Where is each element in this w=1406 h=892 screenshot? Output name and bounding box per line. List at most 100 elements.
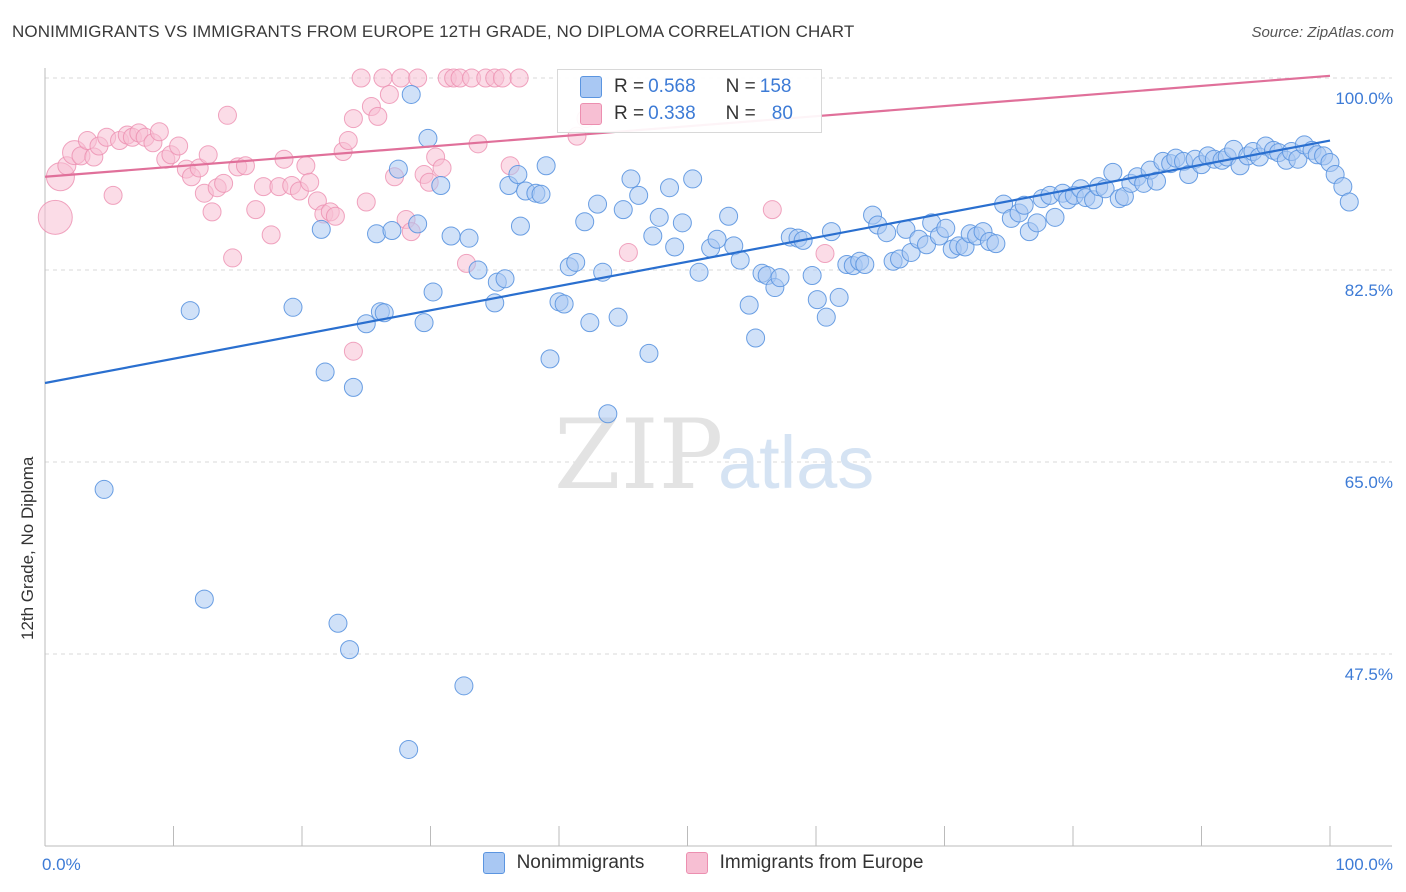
point-immigrants xyxy=(379,84,399,104)
stats-n-value-blue: 158 xyxy=(759,76,792,97)
point-immigrants xyxy=(509,68,529,88)
point-nonimmigrants xyxy=(423,282,443,302)
point-nonimmigrants xyxy=(719,206,739,226)
x-tick-label-left: 0.0% xyxy=(42,855,81,874)
point-nonimmigrants xyxy=(531,184,551,204)
point-immigrants xyxy=(368,106,388,126)
point-nonimmigrants xyxy=(629,185,649,205)
point-immigrants xyxy=(325,206,345,226)
point-nonimmigrants xyxy=(689,262,709,282)
legend-item-immigrants: Immigrants from Europe xyxy=(685,852,923,874)
point-nonimmigrants xyxy=(510,216,530,236)
point-nonimmigrants xyxy=(649,207,669,227)
point-nonimmigrants xyxy=(495,269,515,289)
y-tick-label: 65.0% xyxy=(1345,473,1393,492)
point-nonimmigrants xyxy=(315,362,335,382)
y-tick-label: 100.0% xyxy=(1335,89,1393,108)
point-nonimmigrants xyxy=(1103,162,1123,182)
point-nonimmigrants xyxy=(418,128,438,148)
point-nonimmigrants xyxy=(672,213,692,233)
stats-box: R = 0.568 N = 158 R = 0.338 N = 80 xyxy=(557,69,822,133)
point-nonimmigrants xyxy=(821,222,841,242)
y-axis-label: 12th Grade, No Diploma xyxy=(18,456,37,640)
point-nonimmigrants xyxy=(807,290,827,310)
point-nonimmigrants xyxy=(608,307,628,327)
point-nonimmigrants xyxy=(367,224,387,244)
point-nonimmigrants xyxy=(683,169,703,189)
point-nonimmigrants xyxy=(388,159,408,179)
point-immigrants xyxy=(300,172,320,192)
point-nonimmigrants xyxy=(665,237,685,257)
point-immigrants xyxy=(338,131,358,151)
trend-nonimmigrants xyxy=(44,139,1331,385)
point-nonimmigrants xyxy=(382,221,402,241)
point-nonimmigrants xyxy=(816,307,836,327)
legend: Nonimmigrants Immigrants from Europe xyxy=(0,852,1406,880)
watermark-zip: ZIP xyxy=(554,399,723,511)
point-nonimmigrants xyxy=(554,294,574,314)
stats-n-label-blue: N = xyxy=(725,76,756,97)
point-immigrants xyxy=(202,202,222,222)
point-nonimmigrants xyxy=(829,287,849,307)
point-nonimmigrants xyxy=(613,200,633,220)
point-immigrants xyxy=(618,242,638,262)
point-immigrants xyxy=(343,341,363,361)
point-immigrants xyxy=(149,122,169,142)
point-nonimmigrants xyxy=(459,228,479,248)
point-nonimmigrants xyxy=(639,343,659,363)
stats-r-value-blue: 0.568 xyxy=(648,76,696,97)
point-immigrants xyxy=(217,105,237,125)
stats-n-value-pink: 80 xyxy=(771,103,793,124)
point-nonimmigrants xyxy=(194,589,214,609)
point-nonimmigrants xyxy=(598,404,618,424)
point-nonimmigrants xyxy=(311,219,331,239)
point-nonimmigrants xyxy=(1045,207,1065,227)
point-immigrants xyxy=(198,145,218,165)
point-nonimmigrants xyxy=(399,739,419,759)
stats-r-label-blue: R = xyxy=(614,76,645,97)
watermark-atlas: atlas xyxy=(718,421,874,504)
point-immigrants xyxy=(815,244,835,264)
point-nonimmigrants xyxy=(660,178,680,198)
point-nonimmigrants xyxy=(707,229,727,249)
point-nonimmigrants xyxy=(621,169,641,189)
point-immigrants xyxy=(223,248,243,268)
point-nonimmigrants xyxy=(1027,213,1047,233)
point-immigrants xyxy=(492,68,512,88)
point-immigrants xyxy=(343,109,363,129)
point-nonimmigrants xyxy=(802,265,822,285)
point-nonimmigrants xyxy=(1339,192,1359,212)
point-nonimmigrants xyxy=(441,226,461,246)
point-nonimmigrants xyxy=(468,260,488,280)
stats-row-pink: R = 0.338 N = 80 xyxy=(580,101,793,127)
x-tick-label-right: 100.0% xyxy=(1335,855,1393,874)
point-nonimmigrants xyxy=(588,194,608,214)
point-nonimmigrants xyxy=(746,328,766,348)
legend-label-nonimmigrants: Nonimmigrants xyxy=(516,852,645,873)
point-immigrants xyxy=(391,68,411,88)
point-nonimmigrants xyxy=(431,176,451,196)
point-nonimmigrants xyxy=(94,479,114,499)
legend-swatch-pink xyxy=(685,852,708,874)
stats-r-label-pink: R = xyxy=(614,103,645,124)
point-immigrants xyxy=(296,156,316,176)
point-nonimmigrants xyxy=(770,268,790,288)
point-nonimmigrants xyxy=(408,214,428,234)
point-nonimmigrants xyxy=(936,218,956,238)
point-immigrants xyxy=(373,68,393,88)
y-tick-label: 47.5% xyxy=(1345,665,1393,684)
point-nonimmigrants xyxy=(180,301,200,321)
point-immigrants xyxy=(261,225,281,245)
point-immigrants xyxy=(762,200,782,220)
stats-n-label-pink: N = xyxy=(725,103,756,124)
point-nonimmigrants xyxy=(401,84,421,104)
y-tick-label: 82.5% xyxy=(1345,281,1393,300)
point-nonimmigrants xyxy=(855,255,875,275)
point-nonimmigrants xyxy=(414,313,434,333)
axis-layer xyxy=(44,68,1392,847)
legend-swatch-blue xyxy=(482,852,505,874)
point-nonimmigrants xyxy=(540,349,560,369)
tick-labels: 100.0% 82.5% 65.0% 47.5% 0.0% 100.0% xyxy=(42,89,1393,874)
source-label: Source: ZipAtlas.com xyxy=(1251,24,1394,41)
point-nonimmigrants xyxy=(580,313,600,333)
